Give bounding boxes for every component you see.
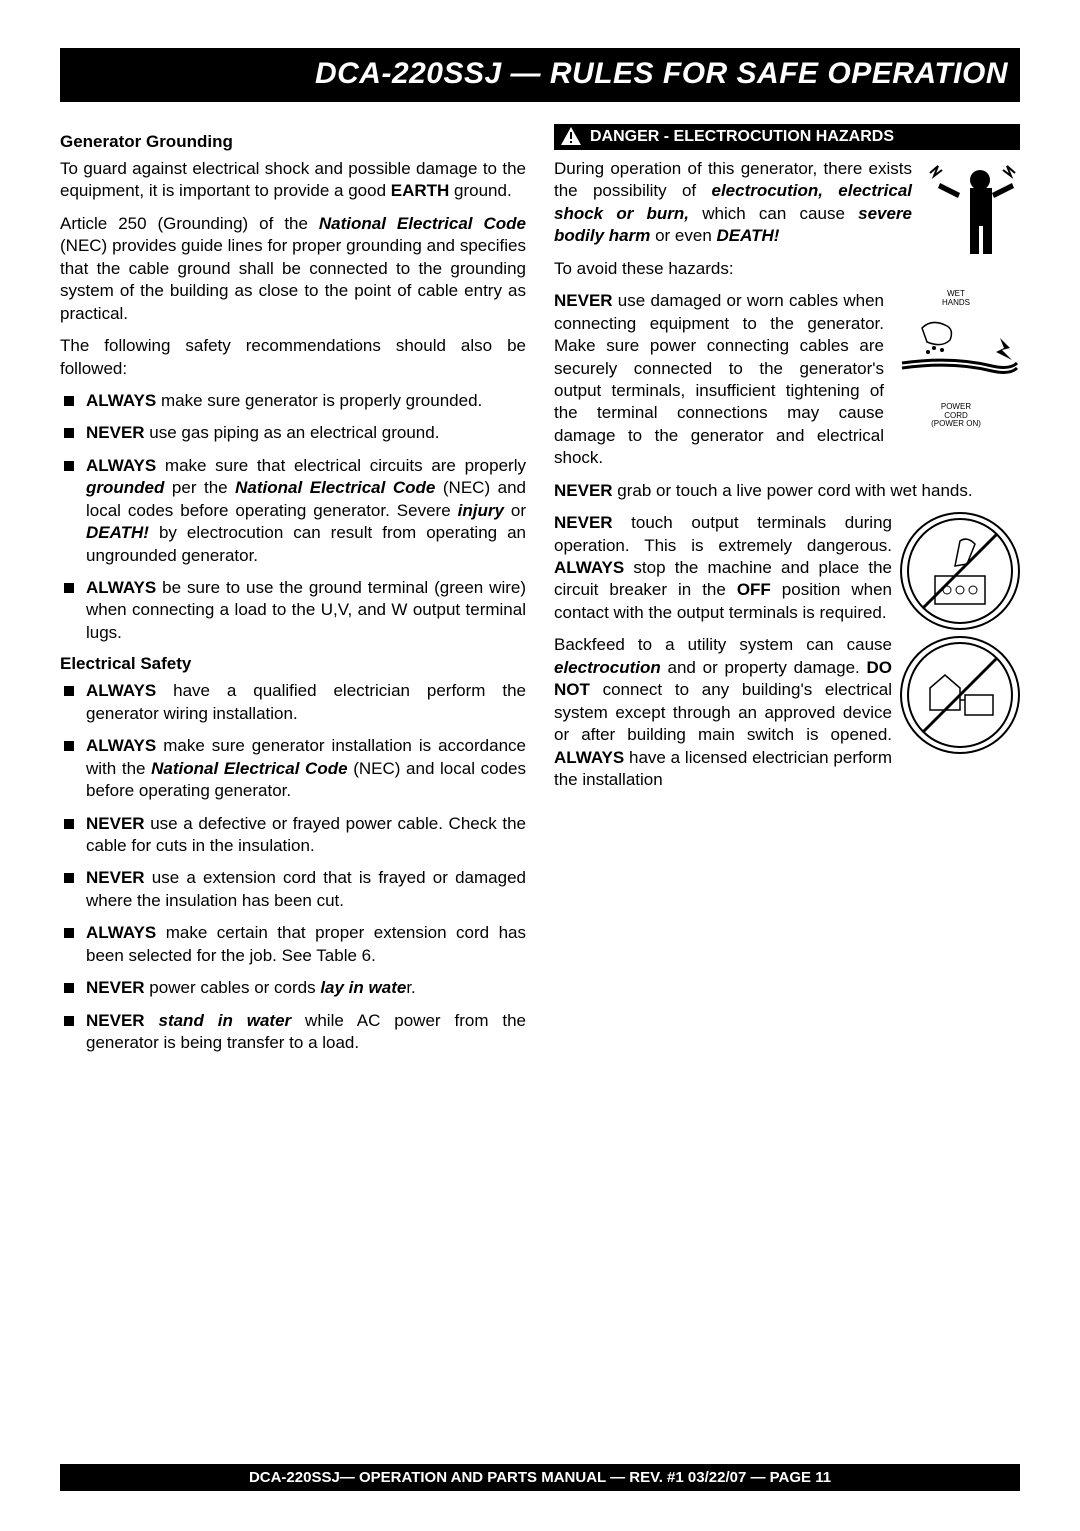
text: or bbox=[504, 501, 526, 520]
text: ALWAYS bbox=[86, 391, 156, 410]
text: use a extension cord that is frayed or d… bbox=[86, 868, 526, 909]
text: ALWAYS bbox=[86, 456, 156, 475]
text: per the bbox=[164, 478, 235, 497]
text: Backfeed to a utility system can cause bbox=[554, 635, 892, 654]
text: or even bbox=[650, 226, 716, 245]
text: ALWAYS bbox=[86, 736, 156, 755]
text: NEVER bbox=[554, 291, 613, 310]
list-item: NEVER use gas piping as an electrical gr… bbox=[60, 422, 526, 444]
text: which can cause bbox=[689, 204, 858, 223]
text: Article 250 (Grounding) of the bbox=[60, 214, 319, 233]
para-ground-intro: To guard against electrical shock and po… bbox=[60, 158, 526, 203]
text: ALWAYS bbox=[86, 681, 156, 700]
text: OFF bbox=[737, 580, 771, 599]
page-footer: DCA-220SSJ— OPERATION AND PARTS MANUAL —… bbox=[60, 1464, 1020, 1491]
list-item: ALWAYS make sure generator is properly g… bbox=[60, 390, 526, 412]
heading-electrical-safety: Electrical Safety bbox=[60, 654, 526, 674]
heading-grounding: Generator Grounding bbox=[60, 132, 526, 152]
list-item: ALWAYS make sure generator installation … bbox=[60, 735, 526, 802]
text: DEATH! bbox=[717, 226, 780, 245]
grounding-bullets: ALWAYS make sure generator is properly g… bbox=[60, 390, 526, 644]
text: lay in wate bbox=[320, 978, 406, 997]
list-item: NEVER use a extension cord that is fraye… bbox=[60, 867, 526, 912]
danger-heading: DANGER - ELECTROCUTION HAZARDS bbox=[554, 124, 1020, 150]
text: connect to any building's electrical sys… bbox=[554, 680, 892, 744]
danger-label: DANGER - ELECTROCUTION HAZARDS bbox=[590, 128, 894, 145]
list-item: ALWAYS make sure that electrical circuit… bbox=[60, 455, 526, 567]
text: National Electrical Code bbox=[151, 759, 347, 778]
text: use gas piping as an electrical ground. bbox=[145, 423, 440, 442]
para-followed: The following safety recommendations sho… bbox=[60, 335, 526, 380]
wet-hands-figure: WET HANDS POWER CORD (POWER ON) bbox=[892, 290, 1020, 429]
wet-hands-icon bbox=[892, 308, 1020, 398]
left-column: Generator Grounding To guard against ele… bbox=[60, 124, 526, 1064]
electrocution-icon bbox=[920, 158, 1020, 258]
backfeed-no-icon bbox=[900, 636, 1020, 754]
text: make sure generator is properly grounded… bbox=[156, 391, 482, 410]
warning-icon bbox=[560, 126, 582, 146]
text: use damaged or worn cables when connecti… bbox=[554, 291, 884, 467]
text: ALWAYS bbox=[86, 923, 156, 942]
list-item: ALWAYS make certain that proper extensio… bbox=[60, 922, 526, 967]
content-columns: Generator Grounding To guard against ele… bbox=[60, 124, 1020, 1064]
text: NEVER bbox=[86, 423, 145, 442]
electrical-bullets: ALWAYS have a qualified electrician perf… bbox=[60, 680, 526, 1054]
text: stand in water bbox=[158, 1011, 291, 1030]
text: by electrocution can result from operati… bbox=[86, 523, 526, 564]
power-cord-label: POWER CORD (POWER ON) bbox=[892, 403, 1020, 429]
list-item: ALWAYS be sure to use the ground termina… bbox=[60, 577, 526, 644]
text: and or property damage. bbox=[661, 658, 867, 677]
page-title-bar: DCA-220SSJ — RULES FOR SAFE OPERATION bbox=[60, 48, 1020, 102]
text: grab or touch a live power cord with wet… bbox=[613, 481, 973, 500]
list-item: NEVER power cables or cords lay in water… bbox=[60, 977, 526, 999]
text: injury bbox=[458, 501, 504, 520]
right-column: DANGER - ELECTROCUTION HAZARDS During op… bbox=[554, 124, 1020, 1064]
text: ALWAYS bbox=[86, 578, 156, 597]
terminals-no-touch-icon bbox=[900, 512, 1020, 630]
text: use a defective or frayed power cable. C… bbox=[86, 814, 526, 855]
para-nec: Article 250 (Grounding) of the National … bbox=[60, 213, 526, 325]
list-item: ALWAYS have a qualified electrician perf… bbox=[60, 680, 526, 725]
text: (NEC) provides guide lines for proper gr… bbox=[60, 236, 526, 322]
text: NEVER bbox=[86, 978, 145, 997]
text: National Electrical Code bbox=[235, 478, 435, 497]
text: ALWAYS bbox=[554, 558, 624, 577]
text: make sure that electrical circuits are p… bbox=[156, 456, 526, 475]
text: DEATH! bbox=[86, 523, 149, 542]
text: NEVER bbox=[86, 1011, 158, 1030]
list-item: NEVER use a defective or frayed power ca… bbox=[60, 813, 526, 858]
text: NEVER bbox=[86, 814, 145, 833]
right-flow: During operation of this generator, ther… bbox=[554, 158, 1020, 801]
para-never-wet: NEVER grab or touch a live power cord wi… bbox=[554, 480, 1020, 502]
text: electrocution bbox=[554, 658, 661, 677]
list-item: NEVER stand in water while AC power from… bbox=[60, 1010, 526, 1055]
para-avoid: To avoid these hazards: bbox=[554, 258, 1020, 280]
text: NEVER bbox=[86, 868, 145, 887]
text: grounded bbox=[86, 478, 164, 497]
text-nec: National Electrical Code bbox=[319, 214, 526, 233]
text: r. bbox=[406, 978, 415, 997]
text: NEVER bbox=[554, 481, 613, 500]
text: NEVER bbox=[554, 513, 613, 532]
text: ALWAYS bbox=[554, 748, 624, 767]
wet-hands-label: WET HANDS bbox=[892, 290, 1020, 308]
text: ground. bbox=[449, 181, 511, 200]
text-earth: EARTH bbox=[391, 181, 450, 200]
text: power cables or cords bbox=[145, 978, 321, 997]
